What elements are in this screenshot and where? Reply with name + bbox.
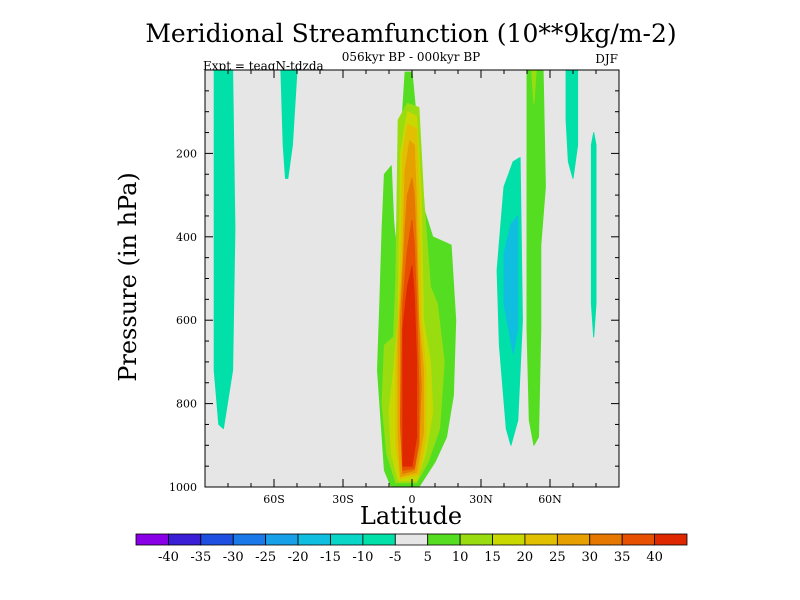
colorbar-label: 5 — [424, 550, 432, 565]
y-axis-label: Pressure (in hPa) — [114, 172, 142, 382]
contour-regions — [213, 69, 597, 488]
colorbar-label: 30 — [581, 550, 598, 565]
colorbar-label: 15 — [484, 550, 501, 565]
y-tick-label: 1000 — [169, 481, 197, 494]
colorbar-swatch — [200, 533, 234, 546]
season-annotation: DJF — [595, 52, 618, 66]
colorbar-swatch — [459, 533, 493, 546]
contour-region-nh-cell-45n-inner — [503, 215, 519, 355]
colorbar-swatch — [265, 533, 299, 546]
x-axis-label: Latitude — [360, 502, 462, 530]
colorbar-swatch — [654, 533, 688, 546]
colorbar-swatch — [168, 533, 202, 546]
colorbar-label: -5 — [389, 550, 402, 565]
x-tick-label: 30S — [332, 493, 354, 506]
colorbar-label: -15 — [320, 550, 341, 565]
colorbar-label: 10 — [452, 550, 469, 565]
colorbar-swatch — [297, 533, 331, 546]
colorbar-label: -10 — [352, 550, 373, 565]
plot-area: 60S 30S 0 30N 60N 200 400 600 800 1000 — [169, 69, 620, 506]
y-tick-label: 800 — [176, 398, 197, 411]
colorbar-swatch — [232, 533, 267, 546]
contour-region-nh-thin-78n — [590, 132, 597, 338]
x-tick-label: 30N — [469, 493, 493, 506]
x-tick-label: 60N — [538, 493, 562, 506]
y-tick-label: 400 — [176, 231, 197, 244]
chart-subtitle: 056kyr BP - 000kyr BP — [342, 50, 480, 64]
colorbar-swatch — [394, 533, 429, 546]
colorbar-swatch — [330, 533, 364, 546]
chart-title: Meridional Streamfunction (10**9kg/m-2) — [145, 19, 676, 48]
colorbar-swatch — [621, 533, 655, 546]
colorbar-label: -20 — [288, 550, 309, 565]
colorbar-label: -25 — [255, 550, 276, 565]
colorbar-swatch — [589, 533, 623, 546]
contour-region-tropical-cell-40 — [402, 265, 418, 467]
colorbar-swatch — [135, 533, 169, 546]
colorbar: -40 -35 -30 -25 -20 -15 -10 -5 5 10 15 20 25 30 35 40 — [135, 533, 688, 565]
colorbar-swatch — [492, 533, 526, 546]
colorbar-label: -40 — [158, 550, 179, 565]
colorbar-label: -35 — [190, 550, 211, 565]
colorbar-swatch — [362, 533, 396, 546]
x-tick-label: 0 — [409, 493, 416, 506]
colorbar-swatch — [524, 533, 558, 546]
colorbar-swatch — [427, 533, 461, 546]
y-tick-label: 600 — [176, 314, 197, 327]
colorbar-label: 35 — [614, 550, 631, 565]
contour-region-sh-cell-70s — [213, 69, 236, 430]
colorbar-label: 20 — [517, 550, 534, 565]
x-tick-label: 60S — [263, 493, 285, 506]
colorbar-label: 40 — [646, 550, 663, 565]
y-tick-label: 200 — [176, 147, 197, 160]
colorbar-label: 25 — [549, 550, 566, 565]
colorbar-label: -30 — [223, 550, 244, 565]
axis-ticks: 60S 30S 0 30N 60N 200 400 600 800 1000 — [169, 70, 619, 506]
colorbar-swatch — [556, 533, 591, 546]
